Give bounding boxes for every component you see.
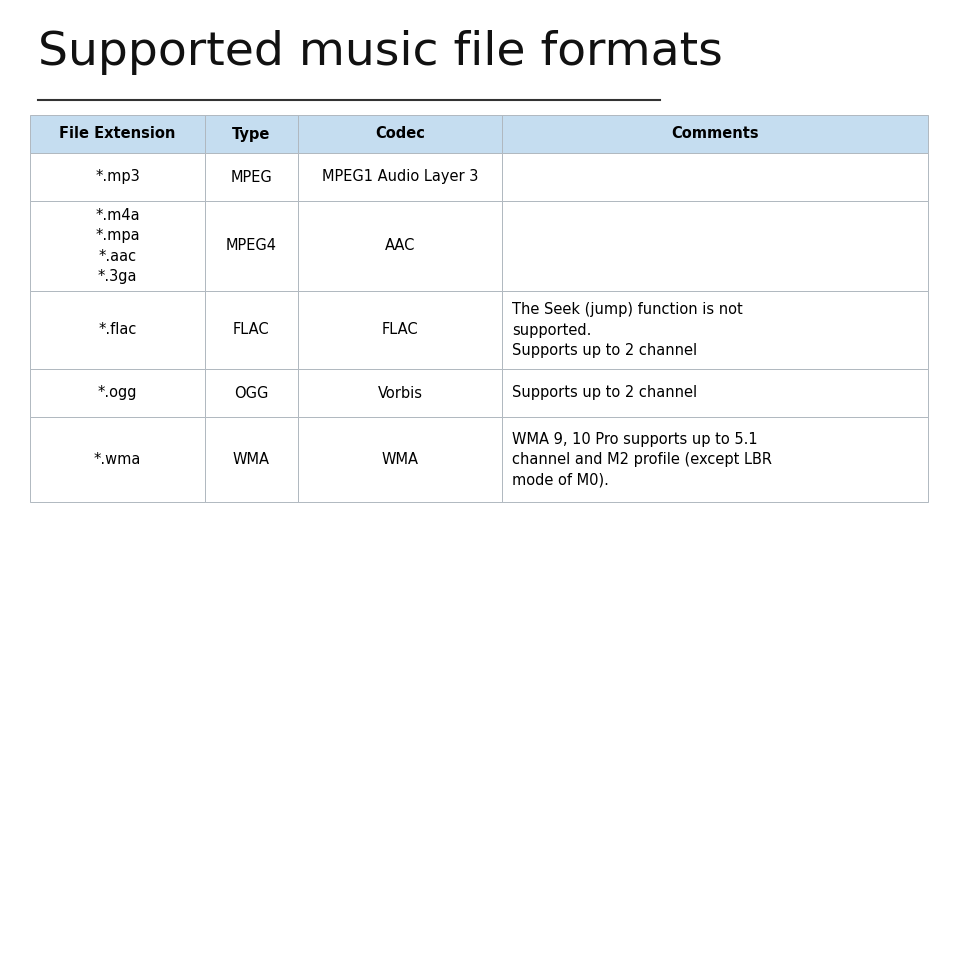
Text: Vorbis: Vorbis: [377, 386, 422, 401]
Text: Type: Type: [232, 126, 271, 142]
Text: AAC: AAC: [384, 238, 415, 253]
Text: Comments: Comments: [671, 126, 759, 142]
Bar: [30, 115, 205, 153]
Bar: [30, 417, 205, 502]
Text: The Seek (jump) function is not
supported.
Supports up to 2 channel: The Seek (jump) function is not supporte…: [512, 302, 742, 358]
Bar: [205, 417, 297, 502]
Bar: [502, 417, 927, 502]
Bar: [205, 201, 297, 291]
Bar: [502, 115, 927, 153]
Text: *.flac: *.flac: [98, 322, 136, 337]
Bar: [502, 291, 927, 369]
Bar: [205, 369, 297, 417]
Bar: [297, 153, 502, 201]
Text: MPEG: MPEG: [231, 169, 272, 185]
Bar: [30, 369, 205, 417]
Text: WMA: WMA: [381, 452, 418, 467]
Bar: [502, 369, 927, 417]
Bar: [30, 201, 205, 291]
Bar: [30, 291, 205, 369]
Text: FLAC: FLAC: [381, 322, 417, 337]
Text: WMA: WMA: [233, 452, 270, 467]
Text: *.mp3: *.mp3: [95, 169, 140, 185]
Bar: [297, 369, 502, 417]
Text: *.wma: *.wma: [93, 452, 141, 467]
Text: OGG: OGG: [233, 386, 268, 401]
Bar: [205, 153, 297, 201]
Text: MPEG1 Audio Layer 3: MPEG1 Audio Layer 3: [321, 169, 477, 185]
Bar: [502, 201, 927, 291]
Text: FLAC: FLAC: [233, 322, 270, 337]
Bar: [297, 417, 502, 502]
Text: *.ogg: *.ogg: [98, 386, 137, 401]
Bar: [297, 115, 502, 153]
Bar: [205, 291, 297, 369]
Bar: [297, 291, 502, 369]
Text: *.m4a
*.mpa
*.aac
*.3ga: *.m4a *.mpa *.aac *.3ga: [95, 208, 140, 284]
Bar: [297, 201, 502, 291]
Bar: [30, 153, 205, 201]
Text: MPEG4: MPEG4: [226, 238, 276, 253]
Text: Supported music file formats: Supported music file formats: [38, 30, 722, 75]
Text: Codec: Codec: [375, 126, 424, 142]
Text: WMA 9, 10 Pro supports up to 5.1
channel and M2 profile (except LBR
mode of M0).: WMA 9, 10 Pro supports up to 5.1 channel…: [512, 432, 772, 488]
Bar: [205, 115, 297, 153]
Text: Supports up to 2 channel: Supports up to 2 channel: [512, 386, 697, 401]
Bar: [502, 153, 927, 201]
Text: File Extension: File Extension: [59, 126, 175, 142]
